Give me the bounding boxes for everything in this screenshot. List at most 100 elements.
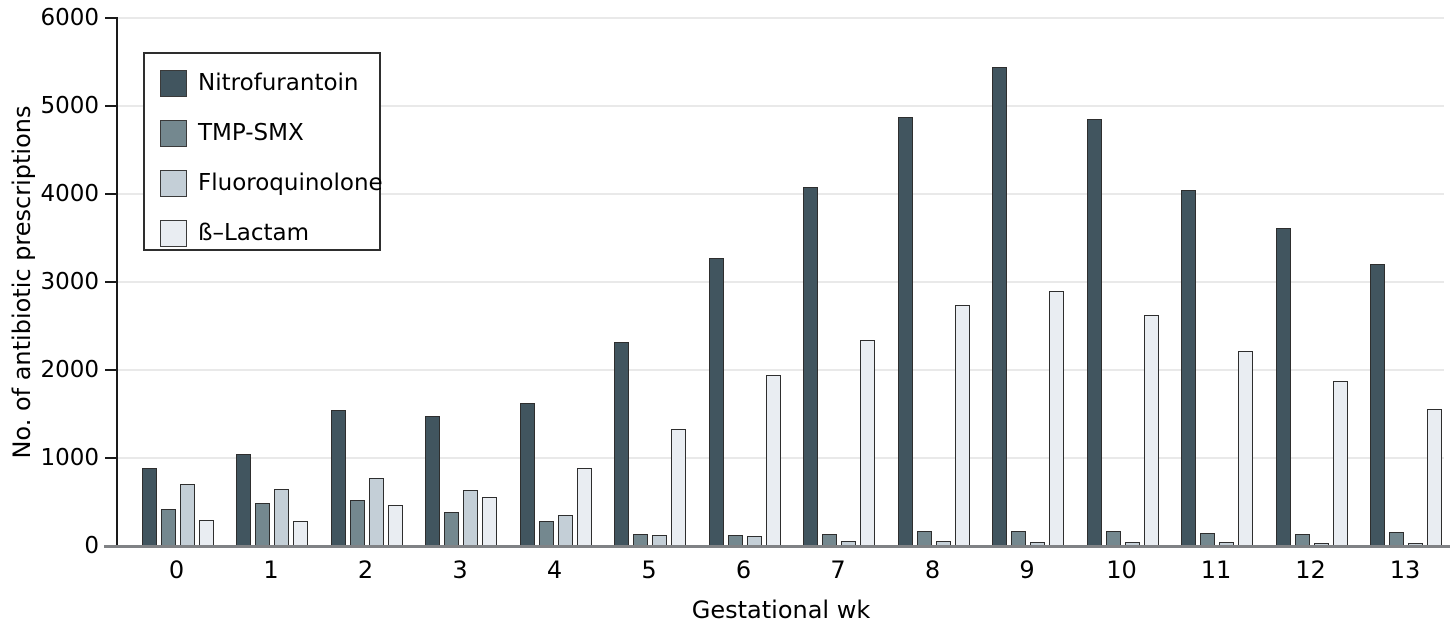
x-axis-title: Gestational wk (691, 596, 871, 624)
bar-nitrofurantoin-wk12 (1275, 228, 1291, 546)
y-tick-1000 (105, 457, 118, 459)
bar-fluoroquinolone-wk4 (557, 515, 573, 546)
nitrofurantoin-swatch (160, 70, 187, 97)
x-tick-label: 13 (1389, 556, 1421, 584)
legend-label: Fluoroquinolone (198, 170, 383, 196)
bar-nitrofurantoin-wk0 (141, 467, 157, 546)
bar-tmp-smx-wk1 (255, 502, 270, 546)
y-tick-6000 (105, 17, 118, 19)
y-tick-3000 (105, 281, 118, 283)
x-axis-line (104, 545, 1450, 548)
gridline-4000 (118, 193, 1444, 195)
x-tick-label: 0 (168, 556, 185, 584)
bar-tmp-smx-wk6 (727, 534, 743, 546)
bar--lactam-wk6 (765, 375, 781, 546)
bar--lactam-wk7 (860, 340, 875, 546)
x-tick-label: 8 (924, 556, 941, 584)
y-tick-label: 6000 (40, 5, 99, 31)
y-tick-5000 (105, 105, 118, 107)
gridline-5000 (118, 105, 1444, 107)
bar-nitrofurantoin-wk5 (614, 341, 629, 546)
bar-fluoroquinolone-wk8 (935, 540, 951, 546)
gridline-1000 (118, 457, 1444, 459)
x-tick-label: 4 (546, 556, 563, 584)
bar--lactam-wk13 (1427, 408, 1442, 546)
gridline-2000 (118, 369, 1444, 371)
bar-fluoroquinolone-wk12 (1313, 542, 1329, 546)
bar-nitrofurantoin-wk3 (425, 415, 440, 546)
x-tick-label: 9 (1019, 556, 1035, 584)
y-tick-label: 1000 (40, 445, 99, 471)
bar-fluoroquinolone-wk3 (463, 489, 478, 546)
y-tick-label: 4000 (40, 181, 99, 207)
bar--lactam-wk11 (1238, 350, 1253, 546)
bar-tmp-smx-wk12 (1294, 533, 1310, 546)
bar-nitrofurantoin-wk2 (330, 409, 346, 546)
bar-nitrofurantoin-wk1 (236, 454, 251, 546)
bar-tmp-smx-wk3 (444, 511, 459, 546)
bar-fluoroquinolone-wk5 (652, 535, 667, 546)
bar-nitrofurantoin-wk10 (1086, 119, 1102, 546)
bar-fluoroquinolone-wk9 (1030, 541, 1045, 546)
legend-label: Nitrofurantoin (198, 70, 359, 96)
bar-tmp-smx-wk8 (916, 531, 932, 546)
y-tick-label: 5000 (40, 93, 99, 119)
bar-fluoroquinolone-wk2 (368, 478, 384, 546)
x-tick-label: 11 (1200, 556, 1232, 584)
bar-fluoroquinolone-wk7 (841, 540, 856, 546)
bar-nitrofurantoin-wk8 (897, 116, 913, 546)
bar-tmp-smx-wk10 (1105, 531, 1121, 546)
bar--lactam-wk4 (576, 467, 592, 546)
bar-tmp-smx-wk0 (160, 509, 176, 546)
bar-nitrofurantoin-wk7 (803, 186, 818, 546)
bar--lactam-wk12 (1332, 381, 1348, 546)
legend: Nitrofurantoin TMP-SMX Fluoroquinolone ß… (143, 52, 383, 251)
bar--lactam-wk9 (1049, 290, 1064, 546)
y-tick-4000 (105, 193, 118, 195)
fluoroquinolone-swatch (160, 170, 187, 197)
y-tick-2000 (105, 369, 118, 371)
bar-fluoroquinolone-wk13 (1408, 542, 1423, 546)
legend-label: TMP-SMX (198, 120, 304, 146)
bar--lactam-wk10 (1143, 314, 1159, 546)
bar-tmp-smx-wk5 (633, 533, 648, 546)
bar--lactam-wk8 (954, 304, 970, 546)
x-tick-label: 3 (452, 556, 468, 584)
bar-nitrofurantoin-wk13 (1370, 263, 1385, 546)
x-tick-label: 12 (1295, 556, 1326, 584)
bar--lactam-wk2 (387, 504, 403, 546)
bar-tmp-smx-wk4 (538, 521, 554, 546)
bar--lactam-wk5 (671, 428, 686, 546)
bar-nitrofurantoin-wk6 (708, 258, 724, 546)
y-tick-label: 3000 (40, 269, 99, 295)
x-tick-label: 5 (641, 556, 657, 584)
bar--lactam-wk3 (482, 496, 497, 546)
bar-tmp-smx-wk7 (822, 533, 837, 546)
bar-fluoroquinolone-wk6 (746, 536, 762, 546)
bar-tmp-smx-wk13 (1389, 531, 1404, 546)
beta-lactam-swatch (160, 220, 187, 247)
x-tick-label: 10 (1106, 556, 1137, 584)
bar-fluoroquinolone-wk10 (1124, 541, 1140, 546)
bar-nitrofurantoin-wk11 (1181, 189, 1196, 546)
bar-fluoroquinolone-wk11 (1219, 542, 1234, 546)
y-tick-label: 2000 (40, 357, 99, 383)
y-axis-line (116, 18, 118, 546)
gridline-6000 (118, 17, 1444, 19)
bar-tmp-smx-wk11 (1200, 532, 1215, 546)
x-tick-label: 1 (263, 556, 279, 584)
bar-tmp-smx-wk2 (349, 500, 365, 546)
x-tick-label: 2 (357, 556, 374, 584)
bar-fluoroquinolone-wk0 (179, 484, 195, 546)
bar--lactam-wk1 (293, 521, 308, 546)
legend-label: ß–Lactam (198, 220, 310, 246)
bar--lactam-wk0 (198, 520, 214, 546)
bar-tmp-smx-wk9 (1011, 531, 1026, 546)
bar-fluoroquinolone-wk1 (274, 488, 289, 546)
bar-nitrofurantoin-wk4 (519, 402, 535, 546)
gridline-3000 (118, 281, 1444, 283)
x-tick-label: 7 (830, 556, 846, 584)
y-tick-label: 0 (84, 533, 99, 559)
x-tick-label: 6 (735, 556, 752, 584)
